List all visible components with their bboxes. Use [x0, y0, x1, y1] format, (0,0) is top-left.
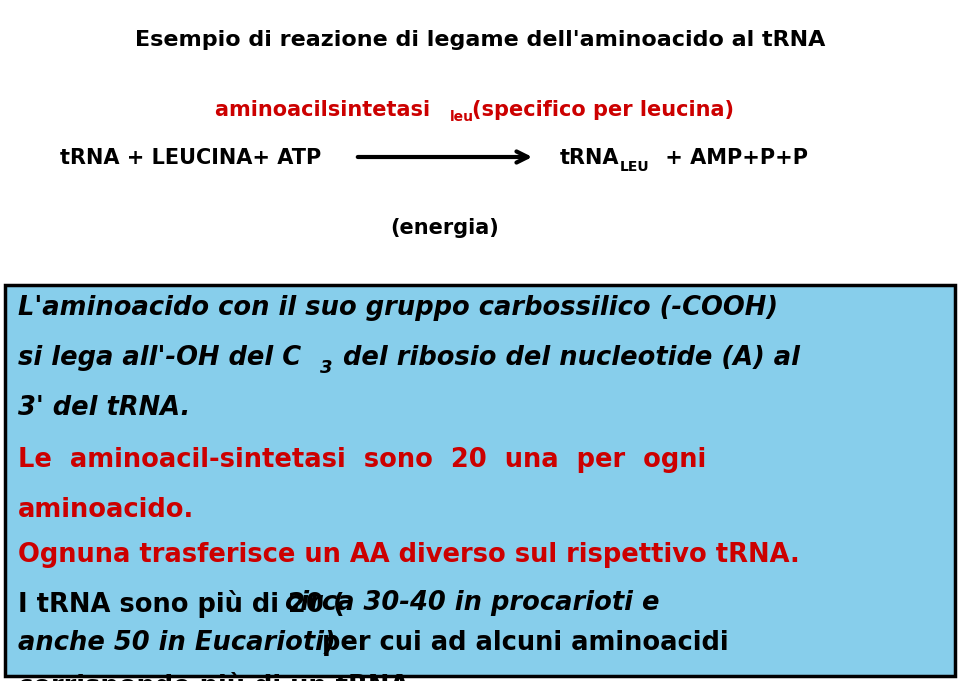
Text: Esempio di reazione di legame dell'aminoacido al tRNA: Esempio di reazione di legame dell'amino…	[134, 30, 826, 50]
Text: del ribosio del nucleotide (A) al: del ribosio del nucleotide (A) al	[334, 345, 800, 371]
Text: si lega all'-OH del C: si lega all'-OH del C	[18, 345, 301, 371]
Text: anche 50 in Eucarioti): anche 50 in Eucarioti)	[18, 630, 336, 656]
Text: (energia): (energia)	[391, 218, 499, 238]
Text: 3' del tRNA.: 3' del tRNA.	[18, 395, 190, 421]
Text: L'aminoacido con il suo gruppo carbossilico (-COOH): L'aminoacido con il suo gruppo carbossil…	[18, 295, 778, 321]
Bar	[5, 285, 955, 676]
Text: tRNA: tRNA	[560, 148, 619, 168]
Text: (specifico per leucina): (specifico per leucina)	[472, 100, 734, 120]
Text: + AMP+P+P: + AMP+P+P	[658, 148, 808, 168]
Text: aminoacido.: aminoacido.	[18, 497, 194, 523]
Text: Le  aminoacil-sintetasi  sono  20  una  per  ogni: Le aminoacil-sintetasi sono 20 una per o…	[18, 447, 707, 473]
Text: per cui ad alcuni aminoacidi: per cui ad alcuni aminoacidi	[313, 630, 729, 656]
Text: circa 30-40 in procarioti e: circa 30-40 in procarioti e	[285, 590, 660, 616]
Text: leu: leu	[450, 110, 474, 124]
Text: aminoacilsintetasi: aminoacilsintetasi	[215, 100, 438, 120]
Text: LEU: LEU	[620, 160, 650, 174]
Text: Ognuna trasferisce un AA diverso sul rispettivo tRNA.: Ognuna trasferisce un AA diverso sul ris…	[18, 542, 800, 568]
Text: 3: 3	[320, 359, 332, 377]
Text: corrisponde più di un tRNA.: corrisponde più di un tRNA.	[18, 672, 420, 681]
Text: I tRNA sono più di 20 (: I tRNA sono più di 20 (	[18, 590, 345, 618]
Text: tRNA + LEUCINA+ ATP: tRNA + LEUCINA+ ATP	[60, 148, 322, 168]
